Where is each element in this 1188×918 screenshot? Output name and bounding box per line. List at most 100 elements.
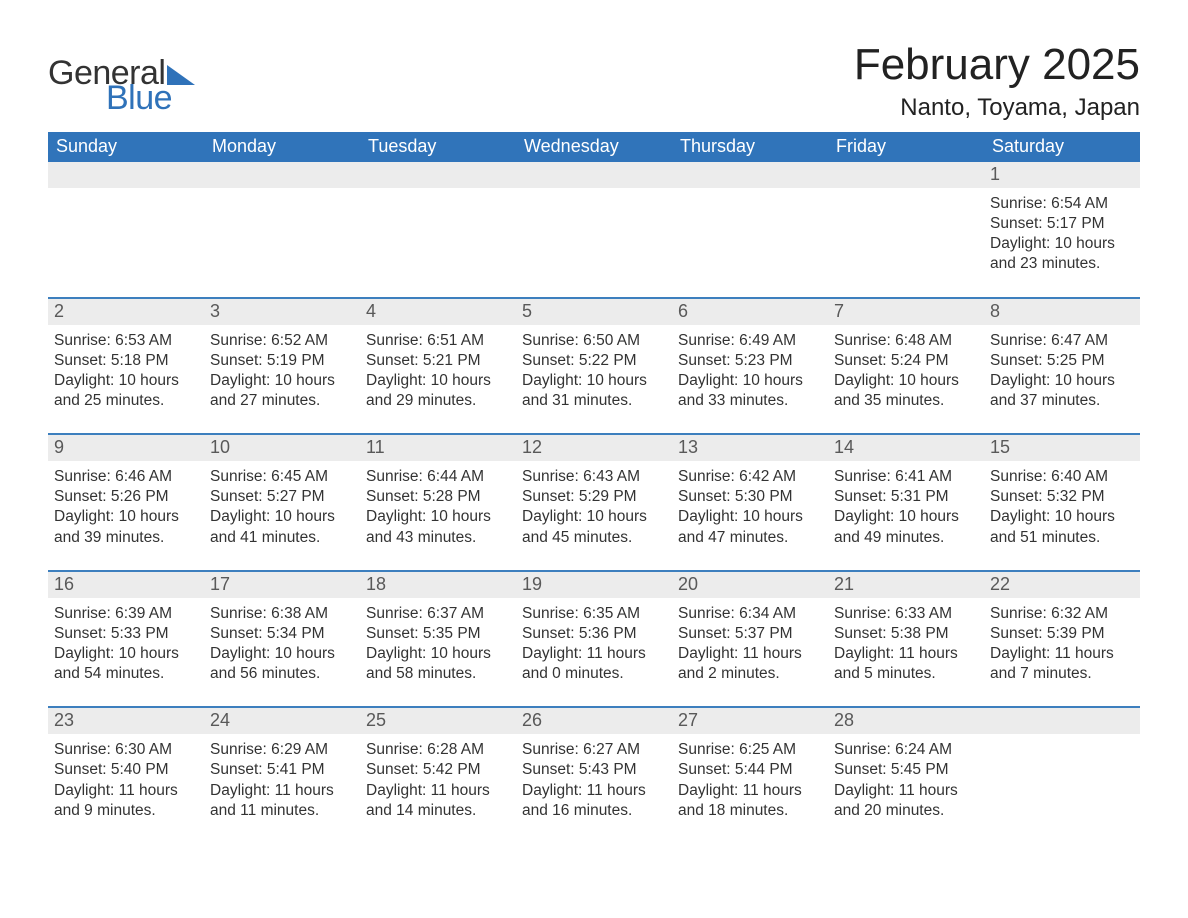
daylight-text-line2: and 47 minutes.	[678, 528, 822, 548]
day-number: 10	[204, 435, 360, 461]
sunset-text: Sunset: 5:43 PM	[522, 760, 666, 780]
day-cell: Sunrise: 6:49 AMSunset: 5:23 PMDaylight:…	[672, 325, 828, 412]
day-cell: Sunrise: 6:43 AMSunset: 5:29 PMDaylight:…	[516, 461, 672, 548]
sunrise-text: Sunrise: 6:30 AM	[54, 740, 198, 760]
day-number: 21	[828, 572, 984, 598]
day-number: 8	[984, 299, 1140, 325]
location-text: Nanto, Toyama, Japan	[854, 94, 1140, 122]
sunset-text: Sunset: 5:22 PM	[522, 351, 666, 371]
dow-thursday: Thursday	[672, 132, 828, 162]
daylight-text-line1: Daylight: 10 hours	[990, 507, 1134, 527]
sunrise-text: Sunrise: 6:24 AM	[834, 740, 978, 760]
calendar-week: 2345678Sunrise: 6:53 AMSunset: 5:18 PMDa…	[48, 297, 1140, 412]
day-number: 4	[360, 299, 516, 325]
day-number: 27	[672, 708, 828, 734]
daylight-text-line2: and 45 minutes.	[522, 528, 666, 548]
day-number: 22	[984, 572, 1140, 598]
sunrise-text: Sunrise: 6:46 AM	[54, 467, 198, 487]
sunset-text: Sunset: 5:25 PM	[990, 351, 1134, 371]
page-header: General Blue February 2025 Nanto, Toyama…	[48, 40, 1140, 122]
day-cell	[204, 188, 360, 275]
day-number-row: 2345678	[48, 299, 1140, 325]
daylight-text-line2: and 7 minutes.	[990, 664, 1134, 684]
sunrise-text: Sunrise: 6:47 AM	[990, 331, 1134, 351]
sunset-text: Sunset: 5:40 PM	[54, 760, 198, 780]
sunset-text: Sunset: 5:38 PM	[834, 624, 978, 644]
day-cell: Sunrise: 6:25 AMSunset: 5:44 PMDaylight:…	[672, 734, 828, 821]
day-number	[828, 162, 984, 188]
daylight-text-line1: Daylight: 10 hours	[522, 371, 666, 391]
daylight-text-line2: and 11 minutes.	[210, 801, 354, 821]
day-cell: Sunrise: 6:53 AMSunset: 5:18 PMDaylight:…	[48, 325, 204, 412]
dow-monday: Monday	[204, 132, 360, 162]
day-cell: Sunrise: 6:41 AMSunset: 5:31 PMDaylight:…	[828, 461, 984, 548]
daylight-text-line1: Daylight: 11 hours	[522, 644, 666, 664]
day-cell	[984, 734, 1140, 821]
daylight-text-line2: and 2 minutes.	[678, 664, 822, 684]
day-cell: Sunrise: 6:37 AMSunset: 5:35 PMDaylight:…	[360, 598, 516, 685]
sunrise-text: Sunrise: 6:39 AM	[54, 604, 198, 624]
day-cell: Sunrise: 6:46 AMSunset: 5:26 PMDaylight:…	[48, 461, 204, 548]
sunset-text: Sunset: 5:39 PM	[990, 624, 1134, 644]
day-number: 19	[516, 572, 672, 598]
daylight-text-line2: and 20 minutes.	[834, 801, 978, 821]
dow-saturday: Saturday	[984, 132, 1140, 162]
day-number: 18	[360, 572, 516, 598]
daylight-text-line2: and 31 minutes.	[522, 391, 666, 411]
daylight-text-line1: Daylight: 10 hours	[522, 507, 666, 527]
daylight-text-line1: Daylight: 10 hours	[210, 371, 354, 391]
daylight-text-line1: Daylight: 10 hours	[54, 644, 198, 664]
day-number	[984, 708, 1140, 734]
daylight-text-line2: and 37 minutes.	[990, 391, 1134, 411]
day-cell: Sunrise: 6:27 AMSunset: 5:43 PMDaylight:…	[516, 734, 672, 821]
sunset-text: Sunset: 5:33 PM	[54, 624, 198, 644]
sunrise-text: Sunrise: 6:40 AM	[990, 467, 1134, 487]
sunrise-text: Sunrise: 6:53 AM	[54, 331, 198, 351]
day-cell: Sunrise: 6:29 AMSunset: 5:41 PMDaylight:…	[204, 734, 360, 821]
daylight-text-line1: Daylight: 10 hours	[834, 507, 978, 527]
day-number: 13	[672, 435, 828, 461]
day-number: 23	[48, 708, 204, 734]
sunset-text: Sunset: 5:28 PM	[366, 487, 510, 507]
sunrise-text: Sunrise: 6:28 AM	[366, 740, 510, 760]
day-number-row: 232425262728	[48, 708, 1140, 734]
day-number: 20	[672, 572, 828, 598]
day-cell: Sunrise: 6:38 AMSunset: 5:34 PMDaylight:…	[204, 598, 360, 685]
daylight-text-line2: and 14 minutes.	[366, 801, 510, 821]
day-cell: Sunrise: 6:47 AMSunset: 5:25 PMDaylight:…	[984, 325, 1140, 412]
daylight-text-line2: and 43 minutes.	[366, 528, 510, 548]
day-cell: Sunrise: 6:44 AMSunset: 5:28 PMDaylight:…	[360, 461, 516, 548]
sunset-text: Sunset: 5:36 PM	[522, 624, 666, 644]
day-cell	[360, 188, 516, 275]
sunset-text: Sunset: 5:21 PM	[366, 351, 510, 371]
daylight-text-line2: and 41 minutes.	[210, 528, 354, 548]
day-cell	[672, 188, 828, 275]
day-cell: Sunrise: 6:39 AMSunset: 5:33 PMDaylight:…	[48, 598, 204, 685]
daylight-text-line2: and 5 minutes.	[834, 664, 978, 684]
day-cell: Sunrise: 6:40 AMSunset: 5:32 PMDaylight:…	[984, 461, 1140, 548]
day-number: 14	[828, 435, 984, 461]
day-cell: Sunrise: 6:35 AMSunset: 5:36 PMDaylight:…	[516, 598, 672, 685]
sunset-text: Sunset: 5:23 PM	[678, 351, 822, 371]
day-cell: Sunrise: 6:33 AMSunset: 5:38 PMDaylight:…	[828, 598, 984, 685]
daylight-text-line1: Daylight: 11 hours	[522, 781, 666, 801]
dow-tuesday: Tuesday	[360, 132, 516, 162]
daylight-text-line1: Daylight: 11 hours	[678, 781, 822, 801]
daylight-text-line1: Daylight: 10 hours	[210, 507, 354, 527]
daylight-text-line2: and 0 minutes.	[522, 664, 666, 684]
day-cell	[48, 188, 204, 275]
sunset-text: Sunset: 5:31 PM	[834, 487, 978, 507]
daylight-text-line2: and 51 minutes.	[990, 528, 1134, 548]
day-number: 26	[516, 708, 672, 734]
day-number-row: 16171819202122	[48, 572, 1140, 598]
sunrise-text: Sunrise: 6:50 AM	[522, 331, 666, 351]
day-number: 5	[516, 299, 672, 325]
day-number: 11	[360, 435, 516, 461]
sunrise-text: Sunrise: 6:48 AM	[834, 331, 978, 351]
day-number	[360, 162, 516, 188]
daylight-text-line1: Daylight: 11 hours	[366, 781, 510, 801]
day-number: 25	[360, 708, 516, 734]
day-number: 7	[828, 299, 984, 325]
sunset-text: Sunset: 5:29 PM	[522, 487, 666, 507]
sunset-text: Sunset: 5:45 PM	[834, 760, 978, 780]
